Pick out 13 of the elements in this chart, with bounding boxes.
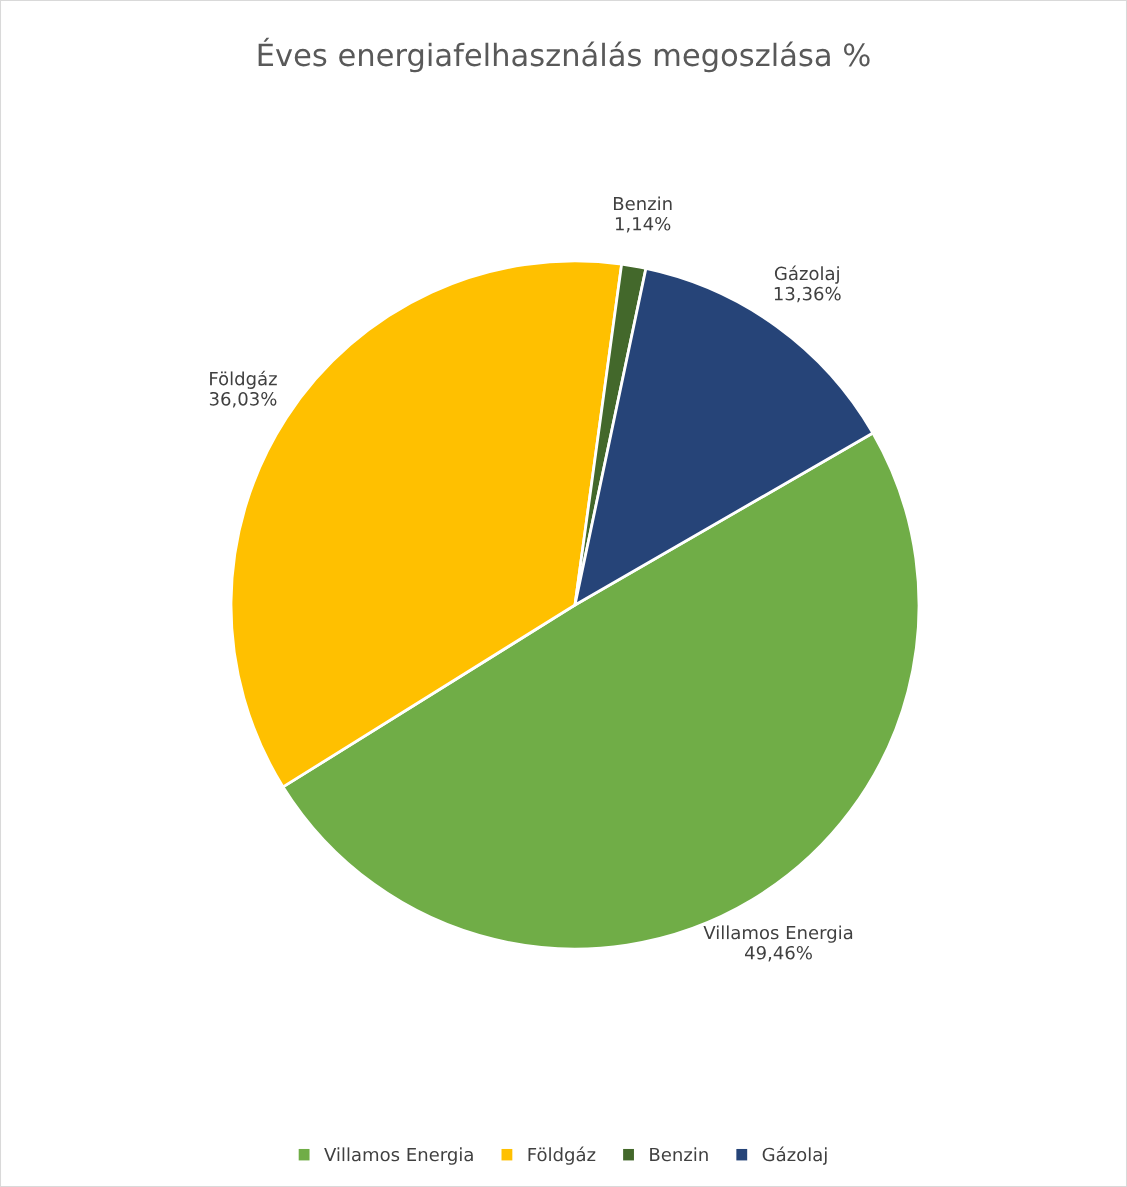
legend-label: Gázolaj bbox=[762, 1146, 827, 1165]
data-label: 1,14% bbox=[615, 216, 671, 233]
data-label: 49,46% bbox=[744, 945, 812, 962]
slice-label: Villamos Energia bbox=[703, 925, 853, 943]
slice-label: Benzin bbox=[613, 196, 672, 211]
data-label: 13,36% bbox=[774, 286, 841, 303]
chart-title: Éves energiafelhasználás megoszlása % bbox=[258, 37, 870, 73]
slice-label: Földgáz bbox=[210, 370, 277, 389]
legend-label: Földgáz bbox=[528, 1146, 596, 1165]
data-label: 36,03% bbox=[209, 391, 277, 408]
legend-label: Benzin bbox=[650, 1147, 708, 1162]
legend-label: Villamos Energia bbox=[324, 1147, 473, 1165]
slice-label: Gázolaj bbox=[774, 265, 839, 284]
